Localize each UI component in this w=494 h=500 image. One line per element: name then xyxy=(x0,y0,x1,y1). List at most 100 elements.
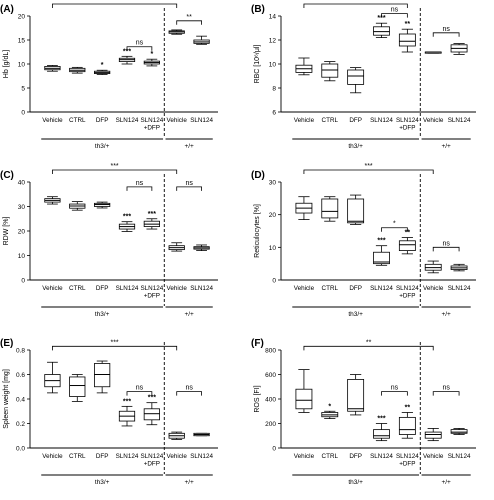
box-5: ** xyxy=(398,230,416,255)
significance-star: *** xyxy=(123,48,131,55)
y-axis-label: RDW [%] xyxy=(3,217,10,246)
category-label: SLN124 xyxy=(448,453,471,460)
category-label-line: Vehicle xyxy=(42,117,63,124)
panel-label: (A) xyxy=(0,4,14,15)
y-axis-label: RBC [10⁶/μl] xyxy=(254,45,261,84)
bracket-line xyxy=(52,169,178,174)
significance-bracket: ns xyxy=(126,385,153,396)
y-tick-label: 12 xyxy=(269,38,277,45)
significance-star: * xyxy=(150,51,153,58)
group-label: +/+ xyxy=(184,143,194,150)
bracket-label: ns xyxy=(391,385,399,392)
category-label-line: +DFP xyxy=(144,293,160,300)
category-label: Vehicle xyxy=(167,453,188,460)
category-label: SLN124 +DFP xyxy=(140,285,163,300)
category-label: SLN124 xyxy=(370,117,393,124)
y-tick-label: 40 xyxy=(18,180,26,187)
category-label: CTRL xyxy=(69,285,86,292)
category-label-line: Vehicle xyxy=(42,453,63,460)
box-iqr xyxy=(347,69,365,85)
y-tick-label: 400 xyxy=(265,397,276,404)
box-iqr xyxy=(321,198,339,219)
box-6 xyxy=(424,427,442,442)
category-label: DFP xyxy=(96,285,109,292)
category-label-line: CTRL xyxy=(69,285,86,292)
y-tick-label: 20 xyxy=(18,14,26,21)
box-5: ** xyxy=(398,404,416,439)
category-label-line: +DFP xyxy=(399,293,415,300)
bracket-line xyxy=(303,345,434,351)
category-label: SLN124 xyxy=(190,453,213,460)
category-label-line: SLN124 xyxy=(370,117,393,124)
category-label: Vehicle xyxy=(423,453,444,460)
category-label-line: Vehicle xyxy=(167,453,188,460)
category-label-line: SLN124 xyxy=(396,117,419,124)
y-tick-label: 200 xyxy=(265,421,276,428)
y-tick-label: 0.4 xyxy=(16,397,25,404)
bracket-label: ** xyxy=(186,14,192,21)
category-label-line: Vehicle xyxy=(167,117,188,124)
group-label: th3/+ xyxy=(95,143,110,150)
bracket-label: ns xyxy=(185,180,193,187)
panel-label: (C) xyxy=(0,170,14,181)
box-7 xyxy=(193,244,210,252)
category-label: CTRL xyxy=(322,117,339,124)
category-label: Vehicle xyxy=(42,453,63,460)
category-label-line: SLN124 xyxy=(140,285,163,292)
box-6 xyxy=(424,51,442,54)
y-axis-label: Reticulocytes [%] xyxy=(254,204,261,258)
y-tick-label: 10 xyxy=(18,253,26,260)
box-iqr xyxy=(143,408,160,421)
box-iqr xyxy=(373,251,390,265)
bracket-line xyxy=(126,186,153,191)
box-iqr xyxy=(347,378,365,412)
box-6 xyxy=(168,242,185,252)
box-2 xyxy=(69,201,86,211)
significance-bracket: ns xyxy=(176,385,202,396)
bracket-line xyxy=(432,391,460,396)
category-label-line: DFP xyxy=(96,285,109,292)
box-2: * xyxy=(321,403,339,420)
significance-bracket: *** xyxy=(52,0,178,8)
box-5: *** xyxy=(143,395,160,426)
bracket-label: ns xyxy=(442,385,450,392)
significance-bracket: ns xyxy=(432,26,460,37)
category-label: SLN124 +DFP xyxy=(396,453,419,468)
category-label-line: SLN124 xyxy=(396,453,419,460)
y-tick-label: 0.6 xyxy=(16,372,25,379)
significance-star: ** xyxy=(405,230,411,237)
significance-bracket: * xyxy=(381,221,408,232)
y-tick-label: 10 xyxy=(18,62,26,69)
category-label-line: CTRL xyxy=(69,117,86,124)
box-7 xyxy=(193,432,210,437)
category-label-line: SLN124 xyxy=(190,453,213,460)
panel-e: (E) 0.0 0.2 0.4 0.6 0.8 Spleen weight [mg] *** *… xyxy=(0,338,218,486)
bracket-label: *** xyxy=(110,0,118,4)
panel-label: (E) xyxy=(0,338,13,349)
category-label-line: Vehicle xyxy=(294,117,315,124)
box-iqr xyxy=(424,431,442,439)
box-iqr xyxy=(321,63,339,78)
box-3 xyxy=(94,360,111,394)
significance-star: ** xyxy=(405,404,411,411)
category-label: CTRL xyxy=(69,453,86,460)
category-label-line: SLN124 xyxy=(370,453,393,460)
category-label: Vehicle xyxy=(294,117,315,124)
category-label: DFP xyxy=(349,453,362,460)
category-label-line: SLN124 xyxy=(116,117,139,124)
box-6 xyxy=(424,260,442,274)
category-label: Vehicle xyxy=(423,285,444,292)
box-7 xyxy=(450,263,468,272)
box-3 xyxy=(347,374,365,416)
significance-star: *** xyxy=(148,211,156,218)
panel-label: (F) xyxy=(251,338,264,349)
bracket-label: *** xyxy=(110,163,118,170)
significance-star: *** xyxy=(377,416,385,423)
panel-c: (C) 0 10 20 30 40 RDW [%] *** *** *** ns ns Vehicle C… xyxy=(0,163,218,318)
category-label: SLN124 xyxy=(448,117,471,124)
bracket-label: ns xyxy=(185,385,193,392)
category-label-line: SLN124 xyxy=(448,117,471,124)
significance-star: *** xyxy=(148,395,156,402)
significance-bracket: *** xyxy=(303,163,434,174)
